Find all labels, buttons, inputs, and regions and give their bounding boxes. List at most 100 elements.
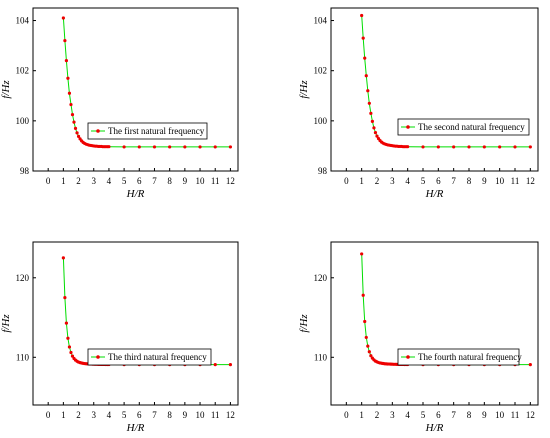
data-point: [367, 350, 371, 354]
x-tick-label: 8: [167, 410, 172, 420]
data-point: [168, 145, 172, 149]
x-tick-label: 6: [137, 410, 142, 420]
data-point: [63, 39, 67, 43]
legend: The first natural frequency: [87, 122, 208, 140]
y-tick-label: 120: [16, 273, 30, 283]
data-point: [482, 145, 486, 149]
x-tick-label: 0: [46, 410, 51, 420]
data-point: [70, 354, 75, 358]
data-point: [366, 344, 370, 348]
data-point: [366, 89, 370, 93]
y-tick-label: 98: [318, 166, 328, 176]
x-tick-label: 6: [137, 176, 142, 186]
data-point: [363, 319, 367, 324]
x-tick-label: 2: [375, 176, 380, 186]
y-tick-label: 104: [16, 16, 30, 26]
x-tick-label: 8: [167, 176, 172, 186]
data-point: [73, 126, 78, 130]
data-point: [364, 74, 368, 78]
x-tick-label: 9: [183, 176, 188, 186]
x-tick-label: 8: [467, 410, 472, 420]
data-point: [107, 145, 111, 149]
data-point: [69, 102, 73, 107]
data-point: [61, 16, 65, 20]
x-tick-label: 8: [467, 176, 472, 186]
data-point: [369, 354, 373, 358]
x-tick-label: 9: [482, 176, 487, 186]
x-tick-label: 9: [183, 410, 188, 420]
x-axis-label: H/R: [126, 422, 145, 434]
x-tick-label: 4: [107, 410, 112, 420]
plot-frame: [32, 7, 239, 172]
x-tick-label: 2: [375, 410, 380, 420]
data-point: [152, 145, 157, 149]
data-point: [70, 112, 75, 117]
x-tick-label: 0: [344, 176, 349, 186]
data-point: [528, 363, 532, 367]
series-line: [361, 253, 531, 366]
plot-frame: [32, 241, 239, 406]
data-point: [406, 145, 410, 149]
y-tick-label: 100: [16, 116, 30, 126]
data-point: [513, 145, 517, 149]
data-point: [66, 76, 70, 80]
data-point: [360, 13, 364, 18]
x-tick-label: 1: [61, 410, 66, 420]
x-tick-label: 5: [122, 410, 127, 420]
x-tick-label: 2: [76, 410, 81, 420]
x-tick-label: 5: [421, 176, 426, 186]
y-axis-label: f/Hz: [298, 80, 310, 99]
legend-box: [397, 348, 520, 366]
data-point: [213, 363, 217, 367]
y-tick-label: 98: [20, 166, 30, 176]
data-point: [61, 256, 65, 260]
x-tick-label: 3: [390, 410, 395, 420]
x-tick-label: 10: [495, 410, 505, 420]
x-tick-label: 11: [511, 410, 520, 420]
x-tick-label: 12: [226, 410, 235, 420]
series-line: [62, 257, 231, 366]
y-tick-label: 102: [16, 66, 30, 76]
data-point: [363, 56, 367, 60]
x-tick-label: 12: [526, 410, 535, 420]
legend-box: [87, 122, 208, 140]
y-axis-label: f/Hz: [0, 314, 12, 333]
data-point: [67, 91, 72, 95]
x-tick-label: 1: [61, 176, 66, 186]
data-point: [228, 363, 233, 367]
x-tick-label: 7: [152, 176, 157, 186]
data-point: [367, 101, 371, 105]
data-point: [72, 120, 76, 124]
data-point: [213, 145, 217, 149]
legend: The third natural frequency: [87, 348, 212, 366]
x-axis-label: H/R: [425, 188, 444, 200]
data-point: [137, 145, 141, 149]
x-tick-label: 4: [405, 176, 410, 186]
x-tick-label: 6: [436, 176, 441, 186]
data-point: [369, 111, 373, 115]
x-tick-label: 10: [495, 176, 505, 186]
data-point: [361, 293, 365, 297]
x-tick-label: 0: [46, 176, 51, 186]
x-tick-label: 5: [122, 176, 127, 186]
x-axis-label: H/R: [425, 422, 444, 434]
x-tick-label: 4: [107, 176, 112, 186]
x-axis-label: H/R: [126, 188, 145, 200]
x-tick-label: 7: [451, 410, 456, 420]
data-point: [63, 296, 67, 300]
legend-box: [87, 348, 212, 366]
x-tick-label: 11: [211, 410, 220, 420]
x-tick-label: 2: [76, 176, 81, 186]
data-point: [64, 59, 69, 63]
y-tick-label: 110: [16, 352, 30, 362]
y-tick-label: 102: [314, 66, 328, 76]
legend: The fourth natural frequency: [397, 348, 522, 366]
y-tick-label: 104: [314, 16, 328, 26]
x-tick-label: 6: [436, 410, 441, 420]
data-point: [467, 145, 471, 149]
data-point: [67, 345, 72, 349]
legend-marker-swatch: [96, 129, 100, 133]
